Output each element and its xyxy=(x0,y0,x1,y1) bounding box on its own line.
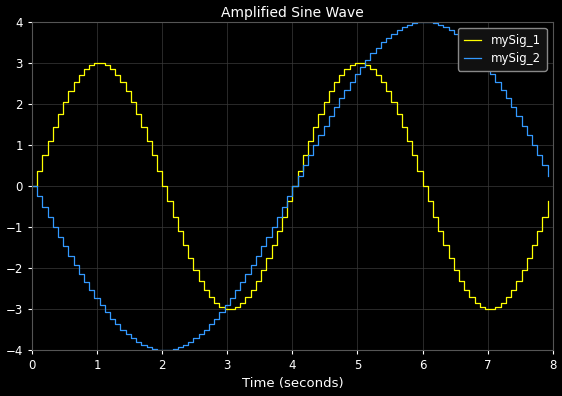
Line: mySig_1: mySig_1 xyxy=(32,63,547,308)
mySig_1 xyxy=(305,138,311,143)
mySig_2 xyxy=(300,163,306,168)
mySig_2 xyxy=(544,173,551,178)
X-axis label: Time (seconds): Time (seconds) xyxy=(242,377,343,390)
mySig_1 xyxy=(513,278,520,283)
mySig_1 xyxy=(221,306,228,311)
mySig_2 xyxy=(528,143,535,148)
Legend: mySig_1, mySig_2: mySig_1, mySig_2 xyxy=(458,28,547,70)
mySig_2 xyxy=(29,184,35,188)
mySig_1 xyxy=(544,199,551,204)
mySig_1 xyxy=(153,168,160,173)
mySig_1 xyxy=(528,243,535,248)
mySig_2 xyxy=(148,346,155,351)
mySig_2 xyxy=(419,20,426,25)
mySig_2 xyxy=(128,336,134,341)
Title: Amplified Sine Wave: Amplified Sine Wave xyxy=(221,6,364,19)
mySig_2 xyxy=(513,114,520,118)
mySig_1 xyxy=(91,61,98,66)
mySig_2 xyxy=(341,87,348,92)
mySig_1 xyxy=(133,111,139,116)
mySig_2 xyxy=(159,347,166,352)
Line: mySig_2: mySig_2 xyxy=(32,22,547,350)
mySig_1 xyxy=(346,63,353,68)
mySig_1 xyxy=(29,184,35,188)
